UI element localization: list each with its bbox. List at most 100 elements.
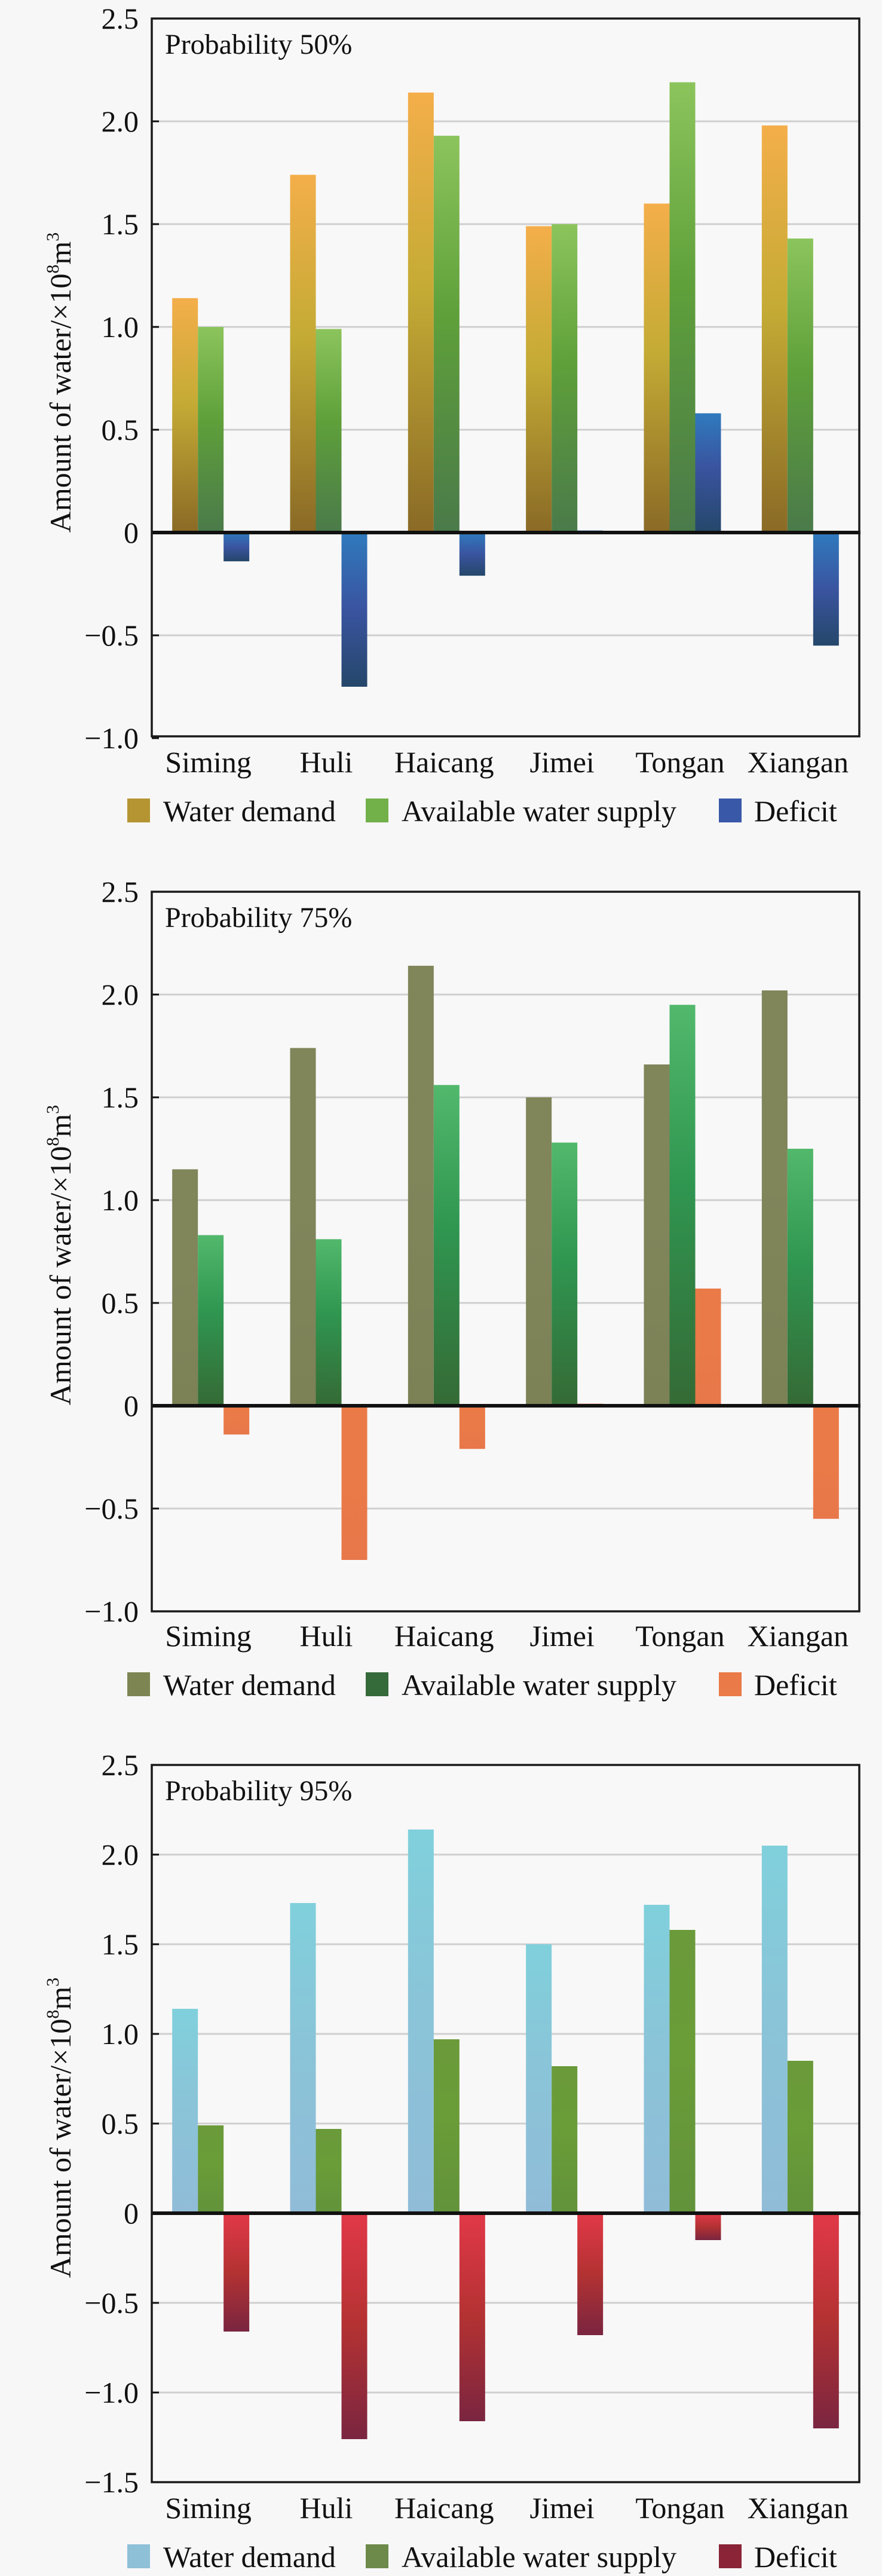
bar-tongan-deficit <box>695 413 721 533</box>
bar-haicang-deficit <box>459 1406 485 1449</box>
x-tick-label: Tongan <box>635 1619 724 1653</box>
y-tick-label: −0.5 <box>84 619 139 652</box>
x-tick-label: Xiangan <box>748 2491 849 2525</box>
bar-xiangan-deficit <box>813 533 839 646</box>
x-tick-label: Siming <box>165 2491 251 2525</box>
bar-jimei-available-water-supply <box>552 224 578 533</box>
y-axis-label-unit: m <box>44 1114 77 1137</box>
x-tick-label: Siming <box>165 745 251 779</box>
y-axis-label-main: Amount of water/×10 <box>44 1146 77 1406</box>
bar-haicang-available-water-supply <box>433 1085 460 1406</box>
y-axis-label: Amount of water/×108m3 <box>43 1105 77 1406</box>
y-tick-label: 0.5 <box>102 2107 139 2140</box>
bar-tongan-water-demand <box>644 203 670 533</box>
x-tick-label: Huli <box>300 2491 353 2525</box>
x-tick-label: Tongan <box>635 745 724 779</box>
bar-haicang-water-demand <box>408 1829 434 2213</box>
x-tick-label: Siming <box>165 1619 251 1653</box>
y-tick-label: 1.5 <box>102 1081 139 1114</box>
legend-label-deficit: Deficit <box>754 794 837 828</box>
y-axis-label-exp1: 8 <box>43 1137 63 1146</box>
bar-siming-deficit <box>223 1406 250 1435</box>
legend-label-available-supply: Available water supply <box>402 794 676 828</box>
bar-tongan-water-demand <box>644 1905 670 2213</box>
plot-frame <box>151 891 860 1613</box>
bar-tongan-water-demand <box>644 1064 670 1406</box>
y-axis-label-main: Amount of water/×10 <box>44 2019 77 2278</box>
bar-siming-water-demand <box>172 2009 198 2213</box>
bar-haicang-water-demand <box>408 965 434 1406</box>
chart-title: Probability 95% <box>165 1775 352 1807</box>
bar-jimei-deficit <box>577 2213 604 2335</box>
bar-haicang-available-water-supply <box>433 2039 460 2213</box>
y-axis-label-unit: m <box>44 241 77 265</box>
bar-huli-available-water-supply <box>316 329 342 533</box>
y-tick-label: 1.0 <box>102 310 139 344</box>
bar-huli-deficit <box>341 533 368 687</box>
bar-xiangan-available-water-supply <box>787 238 813 533</box>
y-tick-label: 1.0 <box>102 1183 139 1217</box>
x-tick-label: Xiangan <box>748 745 849 779</box>
legend-swatch-water-demand <box>127 2544 150 2568</box>
x-tick-label: Tongan <box>635 2491 724 2525</box>
y-tick-label: −1.0 <box>84 1595 139 1628</box>
y-tick-label: 2.5 <box>102 2 139 35</box>
bar-xiangan-deficit <box>813 2213 839 2428</box>
legend-swatch-water-demand <box>127 1672 150 1696</box>
bar-siming-water-demand <box>172 298 198 533</box>
bar-huli-water-demand <box>290 175 316 533</box>
chart-title: Probability 50% <box>165 29 352 60</box>
x-tick-label: Jimei <box>530 1619 595 1653</box>
bar-siming-available-water-supply <box>198 327 224 533</box>
bar-jimei-water-demand <box>526 1097 552 1406</box>
bar-jimei-water-demand <box>526 226 552 533</box>
bar-huli-deficit <box>341 1406 368 1560</box>
legend-swatch-available-water-supply <box>366 1672 388 1696</box>
bar-xiangan-available-water-supply <box>787 2061 813 2213</box>
y-tick-label: 0 <box>124 2196 139 2230</box>
legend-label-water-demand: Water demand <box>163 2540 336 2574</box>
y-axis-label-exp2: 3 <box>43 1105 63 1114</box>
y-tick-label: 2.5 <box>102 875 139 908</box>
bar-haicang-water-demand <box>408 92 434 533</box>
bar-tongan-available-water-supply <box>669 1005 696 1406</box>
chart-panel-probability-95: 2.5 2.0 1.5 1.0 0.5 0 −0.5 −1.0 −1.5 Siming Huli Ha… <box>43 1748 860 2574</box>
legend-label-water-demand: Water demand <box>163 794 336 828</box>
y-tick-label: 2.0 <box>102 978 139 1011</box>
y-tick-label: 2.5 <box>102 1748 139 1782</box>
y-axis-label-exp1: 8 <box>43 2010 63 2019</box>
legend-swatch-deficit <box>719 2544 742 2568</box>
bar-tongan-available-water-supply <box>669 82 696 533</box>
bar-jimei-available-water-supply <box>552 1142 578 1406</box>
y-tick-label: −0.5 <box>84 1492 139 1525</box>
bar-huli-available-water-supply <box>316 1239 342 1406</box>
y-tick-label: 2.0 <box>102 1838 139 1871</box>
bar-siming-deficit <box>223 533 250 562</box>
legend-label-deficit: Deficit <box>754 1668 837 1702</box>
legend-swatch-available-water-supply <box>366 2544 388 2568</box>
x-tick-label: Huli <box>300 1619 353 1653</box>
bar-huli-available-water-supply <box>316 2129 342 2213</box>
bar-xiangan-available-water-supply <box>787 1149 813 1406</box>
y-tick-label: 0 <box>124 516 139 549</box>
x-tick-label: Huli <box>300 745 353 779</box>
bar-xiangan-water-demand <box>761 1846 788 2213</box>
bar-jimei-available-water-supply <box>552 2066 578 2213</box>
bar-haicang-deficit <box>459 533 485 576</box>
chart-panel-probability-50: 2.5 2.0 1.5 1.0 0.5 0 −0.5 −1.0 Siming Huli Haican… <box>43 2 860 828</box>
bar-siming-available-water-supply <box>198 2125 224 2213</box>
x-tick-label: Jimei <box>530 745 595 779</box>
legend-swatch-deficit <box>719 1672 742 1696</box>
legend-swatch-available-water-supply <box>366 799 388 822</box>
x-tick-label: Xiangan <box>748 1619 849 1653</box>
plot-area <box>152 19 859 736</box>
x-tick-label: Haicang <box>394 745 494 779</box>
legend-label-available-supply: Available water supply <box>402 2540 676 2574</box>
y-tick-label: −0.5 <box>84 2286 139 2320</box>
y-axis-label: Amount of water/×108m3 <box>43 1978 77 2278</box>
y-tick-label: 1.5 <box>102 1928 139 1961</box>
bar-xiangan-water-demand <box>761 990 788 1406</box>
legend-swatch-water-demand <box>127 799 150 822</box>
y-tick-label: 2.0 <box>102 105 139 138</box>
